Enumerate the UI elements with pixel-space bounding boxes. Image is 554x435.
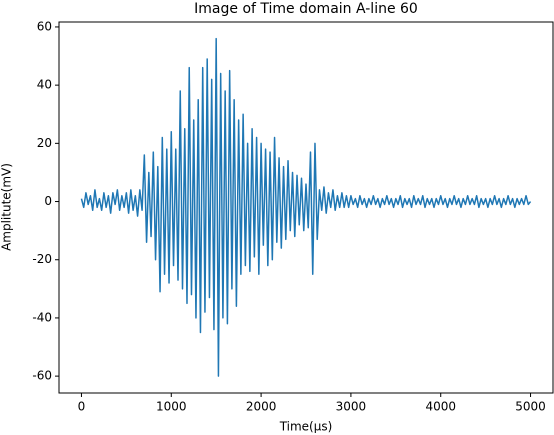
y-tick-label: 40: [37, 78, 52, 92]
y-tick-label: -40: [32, 310, 52, 324]
y-tick-label: 0: [44, 194, 52, 208]
y-tick-label: 60: [37, 19, 52, 33]
y-tick-label: -20: [32, 252, 52, 266]
x-tick-label: 4000: [425, 400, 456, 414]
x-tick-label: 3000: [336, 400, 367, 414]
x-axis-label: Time(μs): [279, 420, 333, 434]
chart-title: Image of Time domain A-line 60: [194, 1, 418, 17]
x-tick-label: 2000: [246, 400, 277, 414]
data-line: [80, 37, 532, 377]
y-axis-label: Amplitute(mV): [0, 163, 14, 251]
x-tick-label: 0: [78, 400, 86, 414]
x-tick-label: 5000: [515, 400, 546, 414]
y-tick-label: 20: [37, 136, 52, 150]
y-tick-label: -60: [32, 369, 52, 383]
axes-frame: [58, 21, 554, 394]
x-tick-label: 1000: [156, 400, 187, 414]
